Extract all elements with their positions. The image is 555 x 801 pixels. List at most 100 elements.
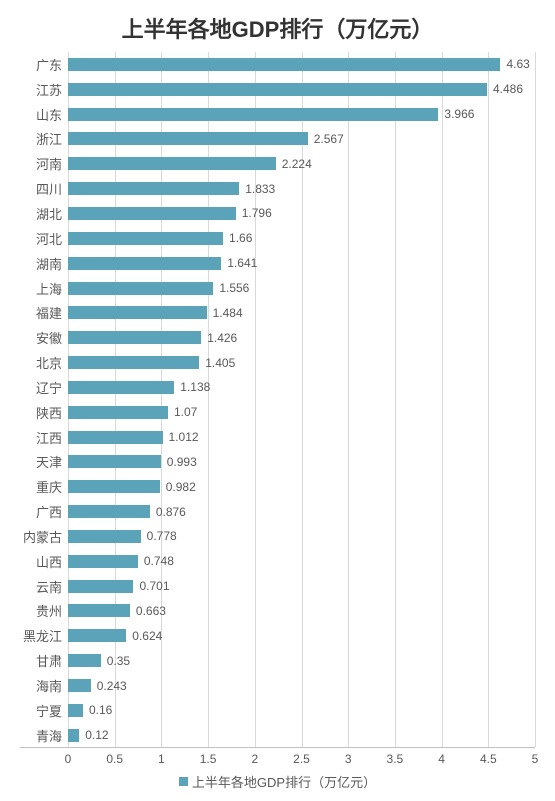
bar-track: 1.796 <box>68 201 535 226</box>
bar: 1.66 <box>68 232 223 245</box>
category-label: 浙江 <box>20 129 68 148</box>
bar: 0.982 <box>68 480 160 493</box>
value-label: 0.16 <box>89 703 112 717</box>
value-label: 1.426 <box>207 331 237 345</box>
bar: 1.012 <box>68 431 163 444</box>
category-label: 广西 <box>20 502 68 521</box>
value-label: 0.243 <box>97 679 127 693</box>
bar: 2.567 <box>68 132 308 145</box>
bar-track: 1.07 <box>68 400 535 425</box>
value-label: 0.993 <box>167 455 197 469</box>
bar: 0.243 <box>68 679 91 692</box>
value-label: 0.12 <box>85 728 108 742</box>
bar: 2.224 <box>68 157 276 170</box>
bar-track: 1.138 <box>68 375 535 400</box>
category-label: 安徽 <box>20 328 68 347</box>
bar-track: 0.748 <box>68 549 535 574</box>
bar: 0.663 <box>68 604 130 617</box>
category-label: 广东 <box>20 55 68 74</box>
plot-area: 广东4.63江苏4.486山东3.966浙江2.567河南2.224四川1.83… <box>20 52 535 748</box>
bar-row: 天津0.993 <box>20 450 535 475</box>
bar: 1.405 <box>68 356 199 369</box>
bar-row: 贵州0.663 <box>20 599 535 624</box>
x-tick-label: 4 <box>438 752 445 766</box>
x-tick-label: 0.5 <box>106 752 123 766</box>
bar-row: 江西1.012 <box>20 425 535 450</box>
category-label: 云南 <box>20 577 68 596</box>
bar-row: 福建1.484 <box>20 300 535 325</box>
bar-track: 0.35 <box>68 648 535 673</box>
value-label: 0.982 <box>166 480 196 494</box>
bar: 0.624 <box>68 629 126 642</box>
x-tick-label: 4.5 <box>480 752 497 766</box>
value-label: 0.876 <box>156 505 186 519</box>
bar-row: 宁夏 0.16 <box>20 698 535 723</box>
bar-row: 云南0.701 <box>20 574 535 599</box>
value-label: 1.556 <box>219 281 249 295</box>
bar: 1.641 <box>68 257 221 270</box>
bar: 1.796 <box>68 207 236 220</box>
value-label: 0.663 <box>136 604 166 618</box>
category-label: 山东 <box>20 105 68 124</box>
bar: 1.07 <box>68 406 168 419</box>
category-label: 江西 <box>20 428 68 447</box>
x-tick-label: 3 <box>345 752 352 766</box>
bar: 0.701 <box>68 580 133 593</box>
bar-row: 山东3.966 <box>20 102 535 127</box>
x-axis: 00.511.522.533.544.55 <box>68 748 535 770</box>
bar-track: 0.982 <box>68 474 535 499</box>
value-label: 1.07 <box>174 405 197 419</box>
category-label: 上海 <box>20 279 68 298</box>
x-tick-label: 1.5 <box>200 752 217 766</box>
bar-row: 陕西1.07 <box>20 400 535 425</box>
category-label: 河北 <box>20 229 68 248</box>
bar-row: 河北1.66 <box>20 226 535 251</box>
gridline <box>535 52 536 747</box>
bar: 0.748 <box>68 555 138 568</box>
category-label: 北京 <box>20 353 68 372</box>
category-label: 内蒙古 <box>20 527 68 546</box>
x-tick-label: 2 <box>251 752 258 766</box>
value-label: 4.486 <box>493 82 523 96</box>
bar-track: 0.778 <box>68 524 535 549</box>
category-label: 甘肃 <box>20 651 68 670</box>
bar-row: 黑龙江0.624 <box>20 623 535 648</box>
category-label: 江苏 <box>20 80 68 99</box>
bar: 1.556 <box>68 282 213 295</box>
legend-swatch <box>179 777 188 786</box>
category-label: 四川 <box>20 179 68 198</box>
x-tick-label: 2.5 <box>293 752 310 766</box>
bar: 1.833 <box>68 182 239 195</box>
bar-track: 2.224 <box>68 151 535 176</box>
bar: 0.12 <box>68 729 79 742</box>
bar-track: 1.833 <box>68 176 535 201</box>
bar-row: 内蒙古0.778 <box>20 524 535 549</box>
bar-row: 湖北1.796 <box>20 201 535 226</box>
value-label: 0.35 <box>107 654 130 668</box>
value-label: 1.641 <box>227 256 257 270</box>
bar-row: 四川1.833 <box>20 176 535 201</box>
bar: 4.486 <box>68 83 487 96</box>
value-label: 1.484 <box>213 306 243 320</box>
bar-track: 1.405 <box>68 350 535 375</box>
bar-row: 安徽1.426 <box>20 325 535 350</box>
bar: 1.426 <box>68 331 201 344</box>
bar: 4.63 <box>68 58 500 71</box>
bar-track: 4.486 <box>68 77 535 102</box>
value-label: 2.567 <box>314 132 344 146</box>
bar-row: 上海1.556 <box>20 276 535 301</box>
bar-row: 海南0.243 <box>20 673 535 698</box>
bar-row: 河南2.224 <box>20 151 535 176</box>
bar-track: 2.567 <box>68 127 535 152</box>
value-label: 1.66 <box>229 231 252 245</box>
category-label: 河南 <box>20 154 68 173</box>
legend-label: 上半年各地GDP排行（万亿元） <box>192 775 376 790</box>
category-label: 宁夏 <box>20 701 68 720</box>
bar: 0.35 <box>68 654 101 667</box>
bar-row: 江苏4.486 <box>20 77 535 102</box>
bar: 3.966 <box>68 108 438 121</box>
x-tick-label: 1 <box>158 752 165 766</box>
bar-track: 0.993 <box>68 450 535 475</box>
bar: 1.138 <box>68 381 174 394</box>
value-label: 2.224 <box>282 157 312 171</box>
